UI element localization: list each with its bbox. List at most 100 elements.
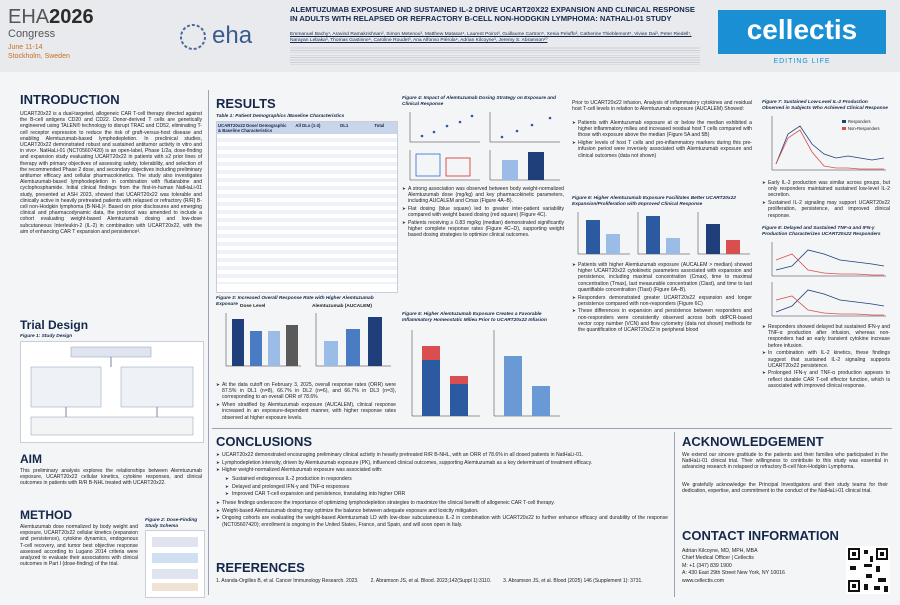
bullet: UCART20x22 demonstrated encouraging prel… <box>216 452 668 458</box>
figure-6 <box>577 212 750 255</box>
company-tagline: EDITING LIFE <box>773 58 831 65</box>
bullet: Patients receiving ≥ 0.83 mg/kg (median)… <box>402 220 564 239</box>
aim-text: This preliminary analysis explores the r… <box>20 468 202 487</box>
conclusions-sublist: Sustained endogenous IL-2 production in … <box>216 476 668 499</box>
table-header-cell: DL1 <box>340 123 349 128</box>
conclusions-list: These findings underscore the importance… <box>216 500 668 529</box>
acknowledgement-paragraph: We gratefully acknowledge the Principal … <box>682 482 888 495</box>
figure-caption: Figure 8: Delayed and Sustained TNF-α an… <box>762 226 881 237</box>
figure-5 <box>411 330 560 417</box>
congress-dates: June 11-14 <box>8 44 43 51</box>
method-heading: METHOD <box>20 508 72 522</box>
list-line: M: +1 (347) 839 1900 <box>682 562 732 569</box>
figure-caption: Figure 3: Increased Overall Response Rat… <box>216 296 374 307</box>
bullet: Patients with Alemtuzumab exposure at or… <box>572 120 752 139</box>
bullet: Higher weight-normalized Alemtuzumab exp… <box>216 467 668 473</box>
table-header-cell: Total <box>374 123 385 128</box>
congress-name: EHA <box>8 6 50 28</box>
figure-caption: Figure 2: Dose-Finding Study Schema <box>145 518 198 529</box>
legend-label: Responders <box>848 119 871 124</box>
list-line: A: 430 East 29th Street New York, NY 100… <box>682 570 785 577</box>
congress-label: Congress <box>8 28 56 40</box>
trial-design-heading: Trial Design <box>20 318 89 332</box>
aim-heading: AIM <box>20 452 42 466</box>
bullet-list: At the data cutoff on February 3, 2025, … <box>216 382 396 422</box>
bullet: Responders showed delayed but sustained … <box>762 324 890 349</box>
bullet: A strong association was observed betwee… <box>402 186 564 205</box>
congress-location: Stockholm, Sweden <box>8 53 70 60</box>
eha-mark <box>180 24 206 50</box>
list-line: www.cellectis.com <box>682 577 725 584</box>
bullet-list: Patients with Alemtuzumab exposure at or… <box>572 120 752 160</box>
table-header-cell: All DLs (1-3) <box>295 123 321 128</box>
company-logo: cellectis <box>746 14 858 45</box>
column-divider <box>674 432 675 597</box>
bullet-list: Early IL-2 production was similar across… <box>762 180 890 220</box>
congress-logo: EHA2026 <box>8 6 94 29</box>
list-line: 3. Abramson JS, et al. Blood (2025) 146 … <box>503 578 643 584</box>
contact-heading: CONTACT INFORMATION <box>682 528 839 543</box>
figure-1 <box>20 341 204 443</box>
bullet: Sustained endogenous IL-2 production in … <box>216 476 668 482</box>
list-line: Chief Medical Officer | Cellectis <box>682 555 754 562</box>
eha-logo: eha <box>212 22 253 49</box>
figure-caption: Figure 4: Impact of Alemtuzumab Dosing S… <box>402 96 556 107</box>
list-line: 2. Abramson JS, et al. Blood. 2023;142(S… <box>370 578 492 584</box>
bullet: Prolonged IFN-γ and TNF-α production app… <box>762 370 890 389</box>
bullet: Patients with higher Alemtuzumab exposur… <box>572 262 752 293</box>
section-divider <box>212 428 892 429</box>
column-divider <box>208 90 209 595</box>
figure-2 <box>145 530 205 598</box>
figure-caption: Figure 1: Study Design <box>20 334 73 339</box>
figure5-intro: Prior to UCART20x22 infusion, Analysis o… <box>572 100 752 113</box>
table-header: UCART20x22 Dose/ Demographic & Baseline … <box>217 122 397 134</box>
bullet: Delayed and prolonged IFN-γ and TNF-α re… <box>216 484 668 490</box>
bullet: Sustained IL-2 signaling may support UCA… <box>762 200 890 219</box>
method-text: Alemtuzumab dose normalized by body weig… <box>20 524 138 568</box>
bullet: These differences in expansion and persi… <box>572 308 752 333</box>
congress-year: 2026 <box>49 6 94 28</box>
list-line: 1. Aranda-Orgilles B, et al. Cancer Immu… <box>216 578 359 584</box>
affiliations <box>290 46 700 66</box>
poster-title: ALEMTUZUMAB EXPOSURE AND SUSTAINED IL-2 … <box>290 5 695 23</box>
table-body <box>217 134 397 284</box>
table-header-cell: UCART20x22 Dose/ Demographic & Baseline … <box>218 123 287 133</box>
figure-4 <box>409 112 560 181</box>
bullet-list: Responders showed delayed but sustained … <box>762 324 890 391</box>
panel-title: Dose Level <box>240 304 266 309</box>
bullet: Weight-based Alemtuzumab dosing may opti… <box>216 508 668 514</box>
legend-label: Non-Responders <box>848 126 880 131</box>
references-heading: REFERENCES <box>216 560 305 575</box>
qr-code <box>846 546 890 594</box>
bullet: Lymphodepletion intensity, driven by Ale… <box>216 460 668 466</box>
panel-title: Alemtuzumab (AUCALEM) <box>312 304 372 309</box>
bullet-list: A strong association was observed betwee… <box>402 186 564 240</box>
bullet: These findings underscore the importance… <box>216 500 668 506</box>
company-logo-box <box>718 10 886 54</box>
contact-lines: Adrian Kilcoyne, MD, MPH, MBA Chief Medic… <box>682 548 842 585</box>
conclusions-heading: CONCLUSIONS <box>216 434 313 449</box>
bullet: In combination with IL-2 kinetics, these… <box>762 350 890 369</box>
table-caption: Table 1: Patient Demographics /Baseline … <box>216 114 345 119</box>
bullet: Higher levels of host T cells and pro-in… <box>572 140 752 159</box>
bullet: Ongoing cohorts are evaluating the weigh… <box>216 515 668 527</box>
intro-text: UCART20x22 is a dual-targeted, allogenei… <box>20 111 202 235</box>
results-heading: RESULTS <box>216 96 276 111</box>
bullet: Improved CAR T-cell expansion and persis… <box>216 491 668 497</box>
references-list: 1. Aranda-Orgilles B, et al. Cancer Immu… <box>216 578 668 584</box>
acknowledgement-heading: ACKNOWLEDGEMENT <box>682 434 824 449</box>
bullet: When stratified by Alemtuzumab exposure … <box>216 402 396 421</box>
figure-caption: Figure 5: Higher Alemtuzumab Exposure Cr… <box>402 312 547 323</box>
figure-caption: Figure 6: Higher Alemtuzumab Exposure Fa… <box>572 196 736 207</box>
intro-heading: INTRODUCTION <box>20 92 120 107</box>
authors: Emmanuel Bachy¹, Aravind Ramakrishnan², … <box>290 32 692 43</box>
figure-3 <box>225 313 391 367</box>
conclusions-list: UCART20x22 demonstrated encouraging prel… <box>216 452 668 475</box>
table-1: UCART20x22 Dose/ Demographic & Baseline … <box>216 121 398 293</box>
bullet-list: Patients with higher Alemtuzumab exposur… <box>572 262 752 335</box>
acknowledgement-paragraph: We extend our sincere gratitude to the p… <box>682 452 888 471</box>
figure-7 <box>771 116 886 171</box>
bullet: Flat dosing (blue square) led to greater… <box>402 206 564 218</box>
figure-8 <box>771 242 886 317</box>
